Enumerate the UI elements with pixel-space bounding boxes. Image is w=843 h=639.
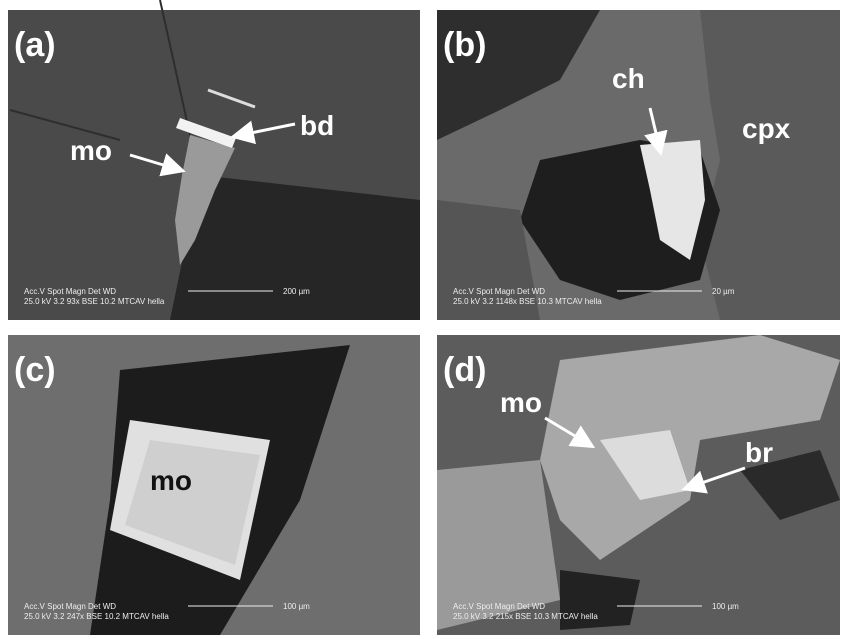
scale-label: 20 µm (712, 287, 735, 296)
annotation: mo (70, 135, 112, 166)
annotation: mo (500, 387, 542, 418)
annotation: ch (612, 63, 645, 94)
panel-d-image (437, 335, 840, 635)
info-header: Acc.V Spot Magn Det WD (24, 602, 116, 611)
panel-label: (a) (14, 26, 56, 64)
panel-label: (c) (14, 351, 56, 389)
info-values: 25.0 kV 3.2 1148x BSE 10.3 MTCAV hella (453, 297, 602, 306)
annotation: bd (300, 110, 334, 141)
annotation: cpx (742, 113, 791, 144)
panel-b-image (437, 10, 840, 320)
info-values: 25.0 kV 3.2 247x BSE 10.2 MTCAV hella (24, 612, 169, 621)
info-values: 25.0 kV 3.2 93x BSE 10.2 MTCAV hella (24, 297, 165, 306)
annotation: br (745, 437, 773, 468)
scale-label: 100 µm (712, 602, 739, 611)
annotation: mo (150, 465, 192, 496)
info-header: Acc.V Spot Magn Det WD (453, 602, 545, 611)
panel-c-image (8, 335, 420, 635)
info-header: Acc.V Spot Magn Det WD (453, 287, 545, 296)
panel-label: (d) (443, 351, 486, 389)
scale-label: 200 µm (283, 287, 310, 296)
figure: (a)mobdAcc.V Spot Magn Det WD25.0 kV 3.2… (0, 0, 843, 639)
info-header: Acc.V Spot Magn Det WD (24, 287, 116, 296)
info-values: 25.0 kV 3.2 215x BSE 10.3 MTCAV hella (453, 612, 598, 621)
panel-label: (b) (443, 26, 486, 64)
scale-label: 100 µm (283, 602, 310, 611)
